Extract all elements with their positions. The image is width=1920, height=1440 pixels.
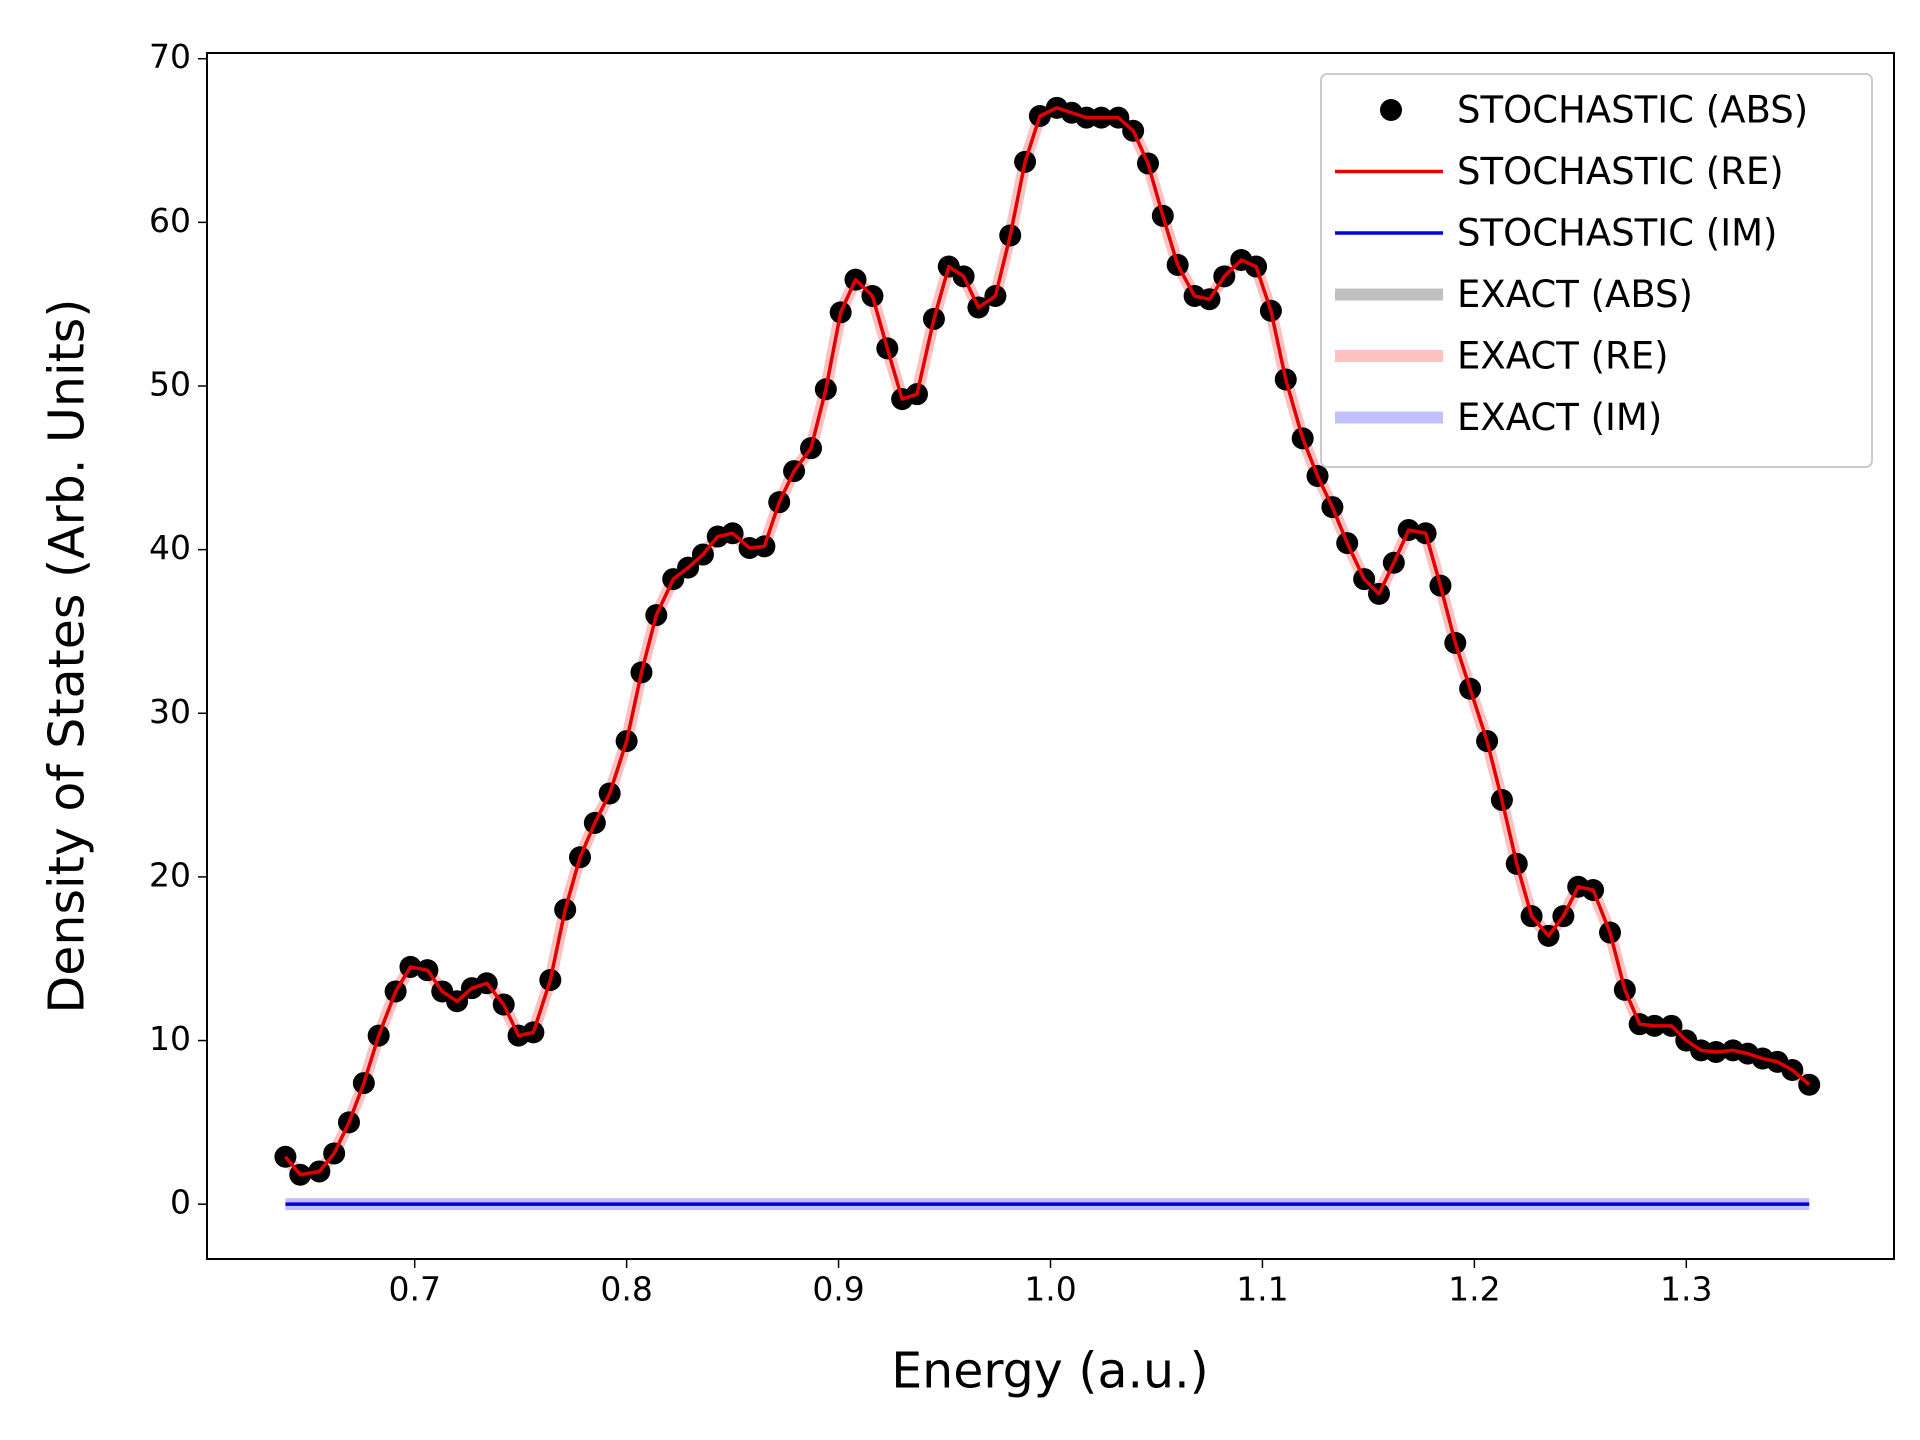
x-tick-label: 1.1 <box>1236 1270 1288 1309</box>
legend: STOCHASTIC (ABS) STOCHASTIC (RE) STOCHASTI… <box>1320 73 1873 468</box>
line <box>284 106 1811 1177</box>
y-tick-label: 50 <box>149 365 191 404</box>
legend-label: STOCHASTIC (ABS) <box>1457 89 1808 132</box>
x-axis-label: Energy (a.u.) <box>891 1343 1209 1400</box>
legend-label: EXACT (RE) <box>1457 335 1669 378</box>
y-tick-label: 60 <box>149 201 191 240</box>
x-tick-label: 1.3 <box>1660 1270 1712 1309</box>
x-tick-label: 1.2 <box>1448 1270 1500 1309</box>
y-tick-label: 70 <box>149 37 191 76</box>
legend-label: EXACT (ABS) <box>1457 273 1693 316</box>
axes-frame <box>206 52 1895 1260</box>
legend-label: STOCHASTIC (RE) <box>1457 150 1784 193</box>
legend-label: EXACT (IM) <box>1457 396 1662 439</box>
legend-box <box>1320 73 1873 468</box>
x-tick-label: 0.9 <box>812 1270 864 1309</box>
y-tick-label: 30 <box>149 692 191 731</box>
x-tick-label: 0.7 <box>388 1270 440 1309</box>
y-tick-label: 20 <box>149 855 191 894</box>
legend-marker <box>1380 99 1402 121</box>
y-axis-label: Density of States (Arb. Units) <box>39 299 96 1014</box>
y-tick-label: 40 <box>149 528 191 567</box>
y-tick-label: 10 <box>149 1019 191 1058</box>
x-tick-label: 1.0 <box>1024 1270 1076 1309</box>
x-tick-label: 0.8 <box>600 1270 652 1309</box>
y-tick-label: 0 <box>170 1183 191 1222</box>
legend-label: STOCHASTIC (IM) <box>1457 212 1777 255</box>
